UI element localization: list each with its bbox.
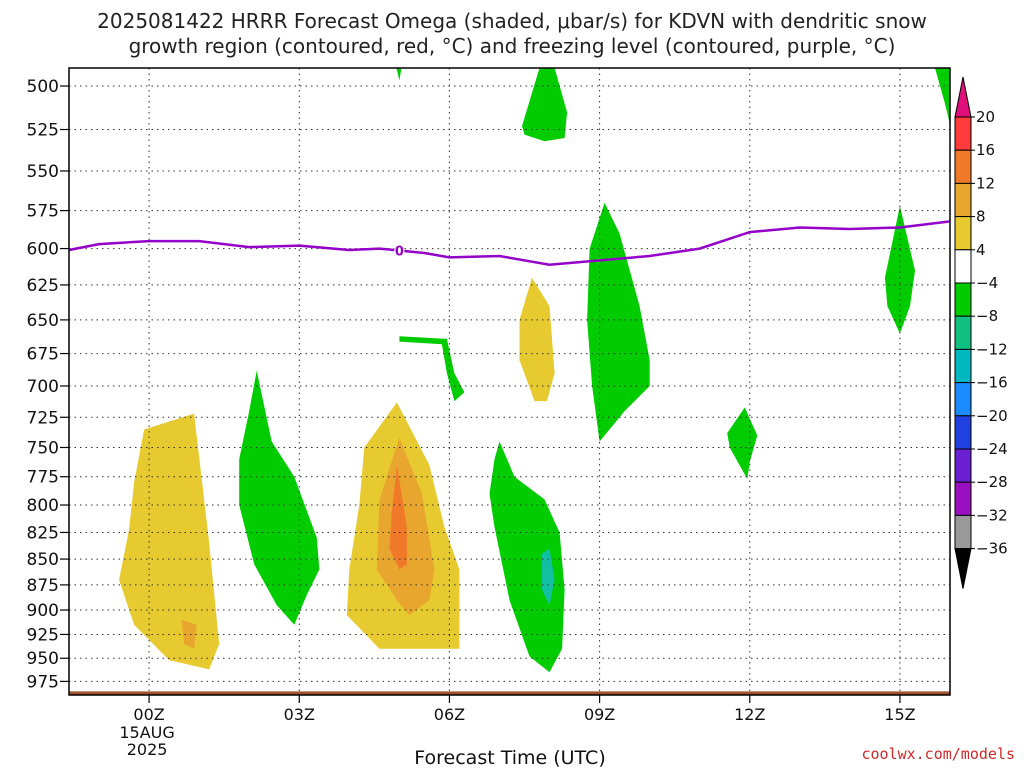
y-tick-label: 875 [27, 576, 59, 596]
colorbar-swatch [954, 149, 972, 184]
freezing-level-label: 0 [395, 245, 404, 260]
shade-down-e [399, 336, 465, 402]
shade-down-h [935, 68, 950, 125]
chart-title-line-2: growth region (contoured, red, °C) and f… [129, 34, 896, 58]
y-tick-label: 675 [27, 345, 59, 365]
plot-area [69, 68, 950, 695]
shade-down-d [522, 68, 568, 142]
y-tick-label: 750 [27, 438, 59, 458]
colorbar-swatch [954, 348, 972, 384]
colorbar-label: 12 [976, 174, 995, 192]
x-tick-label: 06Z [434, 705, 465, 724]
terrain-strip [69, 691, 950, 695]
colorbar-label: −16 [976, 374, 1008, 392]
x-tick-label: 00Z [133, 705, 164, 724]
y-tick-label: 625 [27, 276, 59, 296]
shade-down-c [587, 202, 650, 442]
y-tick-label: 725 [27, 408, 59, 428]
colorbar-swatch [954, 182, 972, 218]
y-tick-label: 850 [27, 550, 59, 570]
x-tick-date-label: 15AUG [119, 723, 174, 742]
shade-down-a [239, 370, 320, 625]
colorbar-swatch [954, 282, 972, 317]
grid-lines [69, 68, 950, 695]
colorbar-label: 8 [976, 208, 986, 226]
shade-12-16-b [389, 465, 407, 570]
x-tick-label: 03Z [284, 705, 315, 724]
colorbar-label: 20 [976, 108, 995, 126]
y-tick-label: 650 [27, 311, 59, 331]
freezing-level-contour: 0 [68, 220, 951, 266]
y-tick-label: 525 [27, 121, 59, 141]
colorbar-bottom-arrow [954, 548, 972, 589]
shade-4-8-c [519, 277, 555, 402]
y-tick-label: 950 [27, 649, 59, 669]
colorbar-swatch [954, 116, 972, 151]
y-tick-label: 550 [27, 162, 59, 182]
y-tick-label: 975 [27, 672, 59, 692]
x-tick-label: 12Z [734, 705, 765, 724]
colorbar: 20 16 12 8 4 −4 −8 −12 −16 −20 −24 −28 −32 −36 [954, 76, 1008, 589]
y-tick-label: 825 [27, 523, 59, 543]
shade-down-f [727, 407, 758, 479]
shade-down-b [489, 441, 565, 673]
colorbar-label: −36 [976, 540, 1008, 558]
y-tick-label: 900 [27, 601, 59, 621]
x-tick-label: 09Z [584, 705, 615, 724]
shade-down-g [884, 205, 915, 334]
colorbar-label: −20 [976, 407, 1008, 425]
credit-text: coolwx.com/models [861, 745, 1015, 763]
colorbar-swatch [954, 382, 972, 417]
colorbar-swatch [954, 415, 972, 450]
colorbar-swatch [954, 514, 972, 550]
x-axis-label: Forecast Time (UTC) [414, 747, 605, 768]
y-tick-label: 575 [27, 202, 59, 222]
colorbar-label: 16 [976, 141, 995, 159]
plot-frame [68, 67, 951, 696]
freezing-level-label-bg [394, 243, 405, 258]
colorbar-swatch [954, 315, 972, 350]
freezing-level-line [68, 220, 951, 266]
colorbar-swatch [954, 216, 972, 251]
y-tick-label: 600 [27, 240, 59, 260]
x-tick-label: 15Z [884, 705, 915, 724]
shade-down-12-16-b [542, 548, 555, 606]
shade-4-8-a [119, 413, 220, 670]
shade-down-i [396, 68, 402, 81]
colorbar-top-arrow [954, 76, 972, 118]
y-tick-label: 700 [27, 377, 59, 397]
y-tick-label: 925 [27, 625, 59, 645]
colorbar-swatch [954, 448, 972, 483]
colorbar-label: −28 [976, 473, 1008, 491]
colorbar-label: −12 [976, 340, 1008, 358]
x-tick-date-label: 2025 [127, 740, 168, 759]
colorbar-swatch [954, 481, 972, 516]
y-tick-label: 800 [27, 496, 59, 516]
colorbar-label: −4 [976, 274, 998, 292]
y-tick-label: 775 [27, 468, 59, 488]
colorbar-label: −24 [976, 440, 1008, 458]
y-tick-label: 500 [27, 77, 59, 97]
colorbar-swatch [954, 249, 972, 284]
chart-title-line-1: 2025081422 HRRR Forecast Omega (shaded, … [97, 9, 927, 33]
colorbar-label: −8 [976, 307, 998, 325]
colorbar-label: −32 [976, 506, 1008, 524]
shade-8-12-a [181, 619, 197, 649]
y-axis-ticks: 500 525 550 575 600 625 650 675 700 725 750 775 800 8… [27, 77, 69, 692]
colorbar-label: 4 [976, 241, 986, 259]
